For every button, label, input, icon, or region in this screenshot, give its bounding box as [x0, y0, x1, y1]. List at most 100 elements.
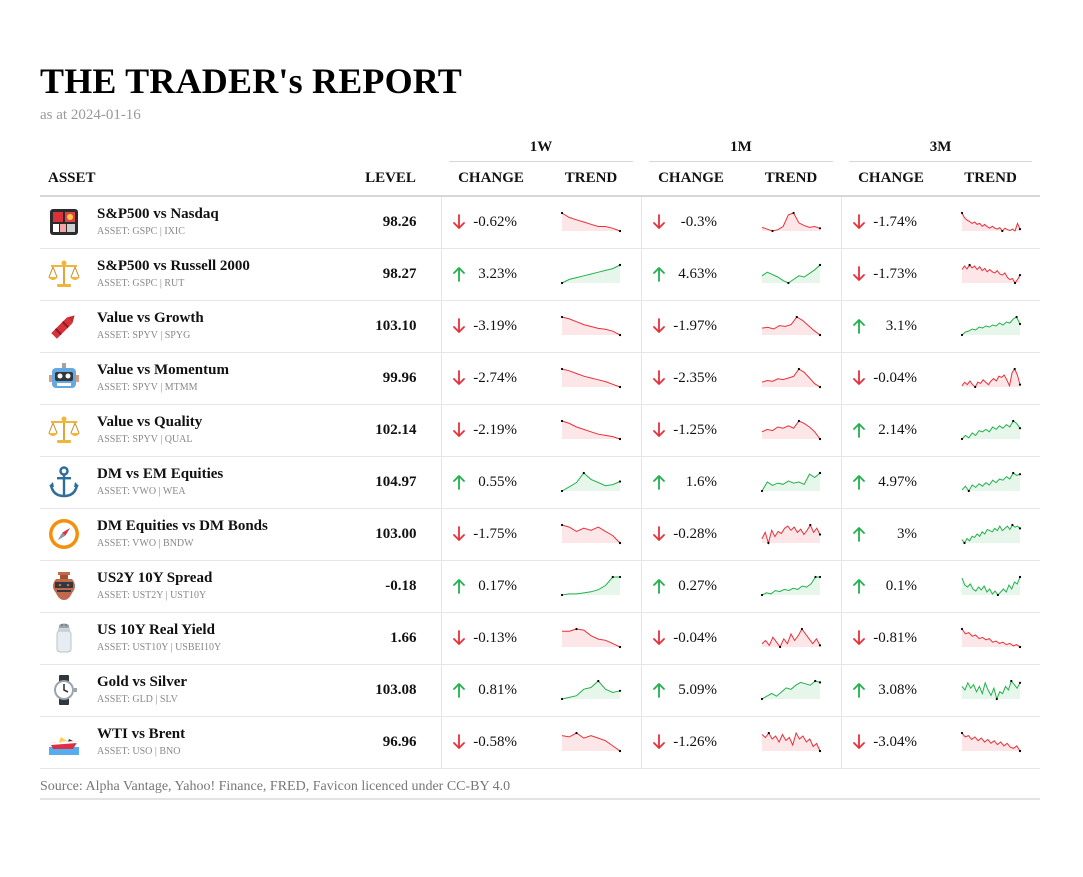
sparkline-area — [961, 213, 1020, 232]
change-cell-m1: -1.97% — [640, 300, 741, 353]
arrow-down-icon — [452, 370, 465, 385]
trend-cell-m1 — [741, 300, 842, 353]
sparkline-point — [560, 419, 563, 423]
asset-tickers: ASSET: GLD | SLV — [97, 694, 178, 705]
level-value: 98.27 — [340, 248, 441, 301]
table-row: US2Y 10Y Spread ASSET: UST2Y | UST10Y -0… — [40, 560, 1041, 613]
sparkline-chart — [961, 523, 1021, 545]
group-1w: 1W — [449, 134, 633, 162]
sparkline-chart — [761, 263, 821, 285]
sparkline-point — [795, 315, 798, 319]
arrow-down-icon — [652, 370, 665, 385]
group-1m: 1M — [649, 134, 834, 162]
sparkline-line — [961, 472, 1020, 492]
change-cell-m3: -0.04% — [840, 352, 942, 405]
asset-name: S&P500 vs Russell 2000 — [97, 258, 250, 274]
change-value: 2.14% — [878, 421, 918, 438]
asset-cell: S&P500 vs Nasdaq ASSET: GSPC | IXIC — [40, 205, 340, 239]
sparkline-chart — [961, 367, 1021, 389]
sparkline-chart — [961, 263, 1021, 285]
sparkline-chart — [960, 731, 1021, 753]
sparkline-area — [561, 577, 620, 595]
change-cell-m1: -0.3% — [640, 196, 741, 249]
sparkline-line — [761, 316, 821, 336]
arrow-down-icon — [452, 214, 465, 230]
change-cell-m3: -3.04% — [840, 716, 942, 769]
sparkline-area — [761, 473, 820, 491]
trend-cell-w1 — [541, 196, 641, 249]
change-value: -0.58% — [473, 733, 517, 750]
sparkline-area — [761, 525, 820, 543]
change-value: 5.09% — [678, 681, 717, 698]
sparkline-chart — [761, 523, 821, 545]
sparkline-chart — [560, 679, 621, 701]
change-cell-w1: -1.75% — [440, 508, 541, 561]
table-row: Gold vs Silver ASSET: GLD | SLV 103.08 0… — [40, 664, 1041, 717]
sparkline-point — [818, 681, 821, 684]
salt-shaker-icon — [56, 623, 72, 653]
table-row: DM Equities vs DM Bonds ASSET: VWO | BND… — [40, 508, 1041, 561]
change-cell-w1: 3.23% — [440, 248, 541, 301]
sparkline-point — [560, 281, 563, 285]
change-value: -1.25% — [673, 421, 717, 438]
arrow-up-icon — [652, 475, 665, 490]
change-value: -1.74% — [873, 213, 918, 230]
sparkline-point — [1011, 419, 1014, 423]
arrow-down-icon — [452, 630, 465, 645]
anchor-icon — [49, 466, 79, 498]
sparkline-point — [797, 419, 800, 423]
sparkline-chart — [760, 471, 821, 493]
trend-cell-w1 — [541, 716, 641, 769]
sparkline-area — [561, 317, 620, 335]
level-value: 103.08 — [340, 664, 441, 717]
level-value: 99.96 — [340, 352, 441, 405]
sparkline-line — [961, 368, 1020, 388]
change-value: 0.1% — [885, 577, 918, 594]
bento-box-icon — [50, 209, 78, 236]
report: THE TRADER's REPORT as at 2024-01-16 1W … — [40, 58, 1041, 800]
sparkline-line — [961, 524, 1020, 544]
change-cell-m1: -0.28% — [640, 508, 741, 561]
source-note: Source: Alpha Vantage, Yahoo! Finance, F… — [40, 778, 511, 794]
asset-name: Value vs Quality — [97, 414, 203, 430]
sparkline-point — [1018, 322, 1021, 326]
sparkline-point — [560, 212, 563, 215]
level-value: 98.26 — [340, 196, 441, 249]
change-cell-m3: 0.1% — [840, 560, 942, 613]
sparkline-chart — [761, 731, 821, 753]
sparkline-line — [561, 576, 620, 596]
arrow-up-icon — [852, 423, 865, 438]
sparkline-point — [560, 367, 563, 371]
change-value: 3.08% — [878, 681, 918, 698]
sparkline-line — [961, 576, 1020, 596]
sparkline-line — [761, 731, 821, 752]
change-value: 0.17% — [478, 577, 517, 594]
asset-cell: S&P500 vs Russell 2000 ASSET: GSPC | RUT — [40, 257, 340, 291]
trend-cell-m3 — [941, 352, 1041, 405]
sparkline-area — [561, 473, 620, 491]
sparkline-area — [561, 733, 620, 751]
level-value: 96.96 — [340, 716, 441, 769]
change-value: -0.04% — [673, 629, 717, 646]
sparkline-point — [760, 697, 763, 701]
arrow-up-icon — [452, 267, 465, 282]
change-value: -2.19% — [473, 421, 517, 438]
trend-cell-m3 — [941, 404, 1041, 457]
sparkline-point — [818, 263, 821, 267]
sparkline-point — [797, 367, 800, 371]
sparkline-chart — [960, 315, 1021, 337]
sparkline-point — [813, 679, 817, 683]
report-title: THE TRADER's REPORT — [40, 61, 462, 101]
asset-tickers: ASSET: VWO | BNDW — [97, 538, 194, 549]
sparkline-chart — [560, 575, 621, 597]
sparkline-line — [761, 420, 821, 440]
sparkline-chart — [561, 731, 621, 753]
sparkline-point — [1000, 230, 1003, 233]
sparkline-chart — [761, 419, 821, 441]
change-cell-m1: 1.6% — [640, 456, 741, 509]
asset-tickers: ASSET: GSPC | IXIC — [97, 226, 185, 238]
change-value: -0.62% — [473, 213, 517, 230]
trend-cell-m3 — [941, 508, 1041, 561]
sparkline-point — [618, 333, 621, 337]
sparkline-point — [1013, 281, 1016, 285]
